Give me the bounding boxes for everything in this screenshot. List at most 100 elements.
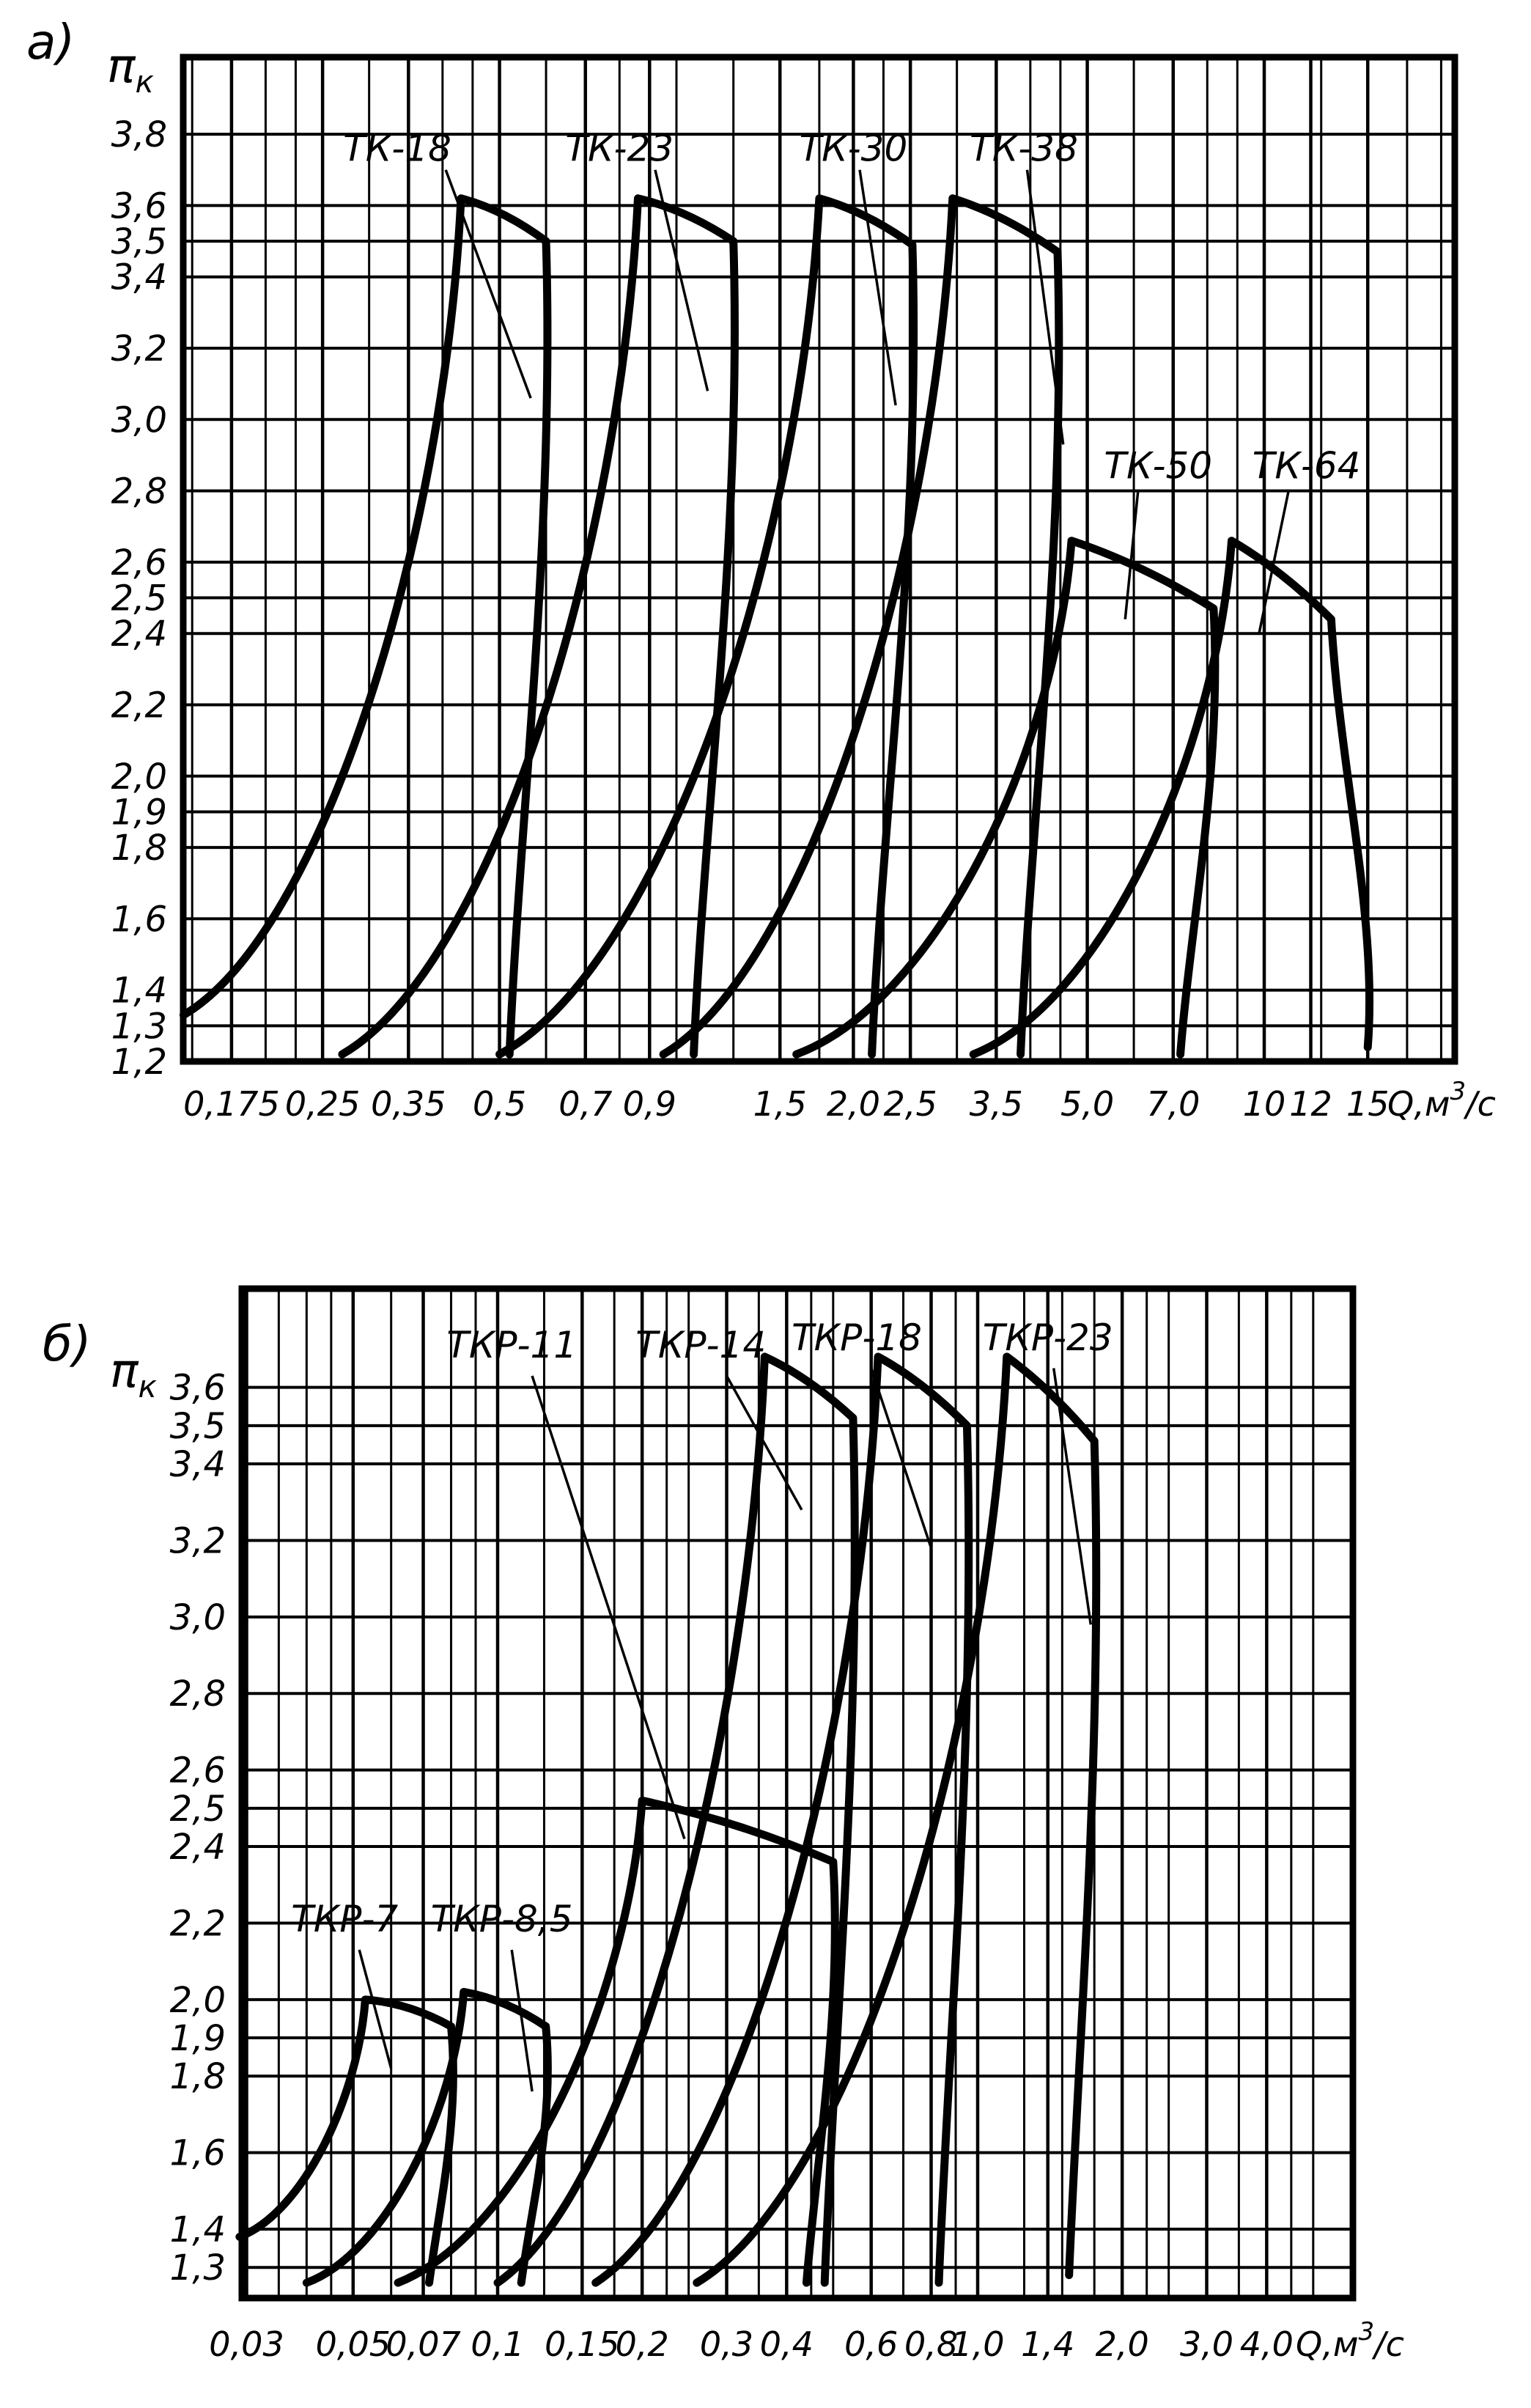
zone-label-ТК-18: ТК-18 <box>343 128 451 170</box>
plot-border <box>238 1285 1357 2302</box>
x-tick-label: 7,0 <box>1146 1084 1200 1124</box>
x-axis-unit-label: Q,м3/с <box>1387 1077 1496 1124</box>
y-tick-label: 2,2 <box>111 685 167 726</box>
leader-ТК-50 <box>1124 490 1140 619</box>
y-tick-label: 3,8 <box>111 114 167 155</box>
plot-border <box>180 54 1458 1065</box>
y-tick-label: 2,5 <box>111 578 167 619</box>
zone-ТКР-8,5 <box>302 1987 552 2287</box>
zone-label-ТК-38: ТК-38 <box>970 128 1078 170</box>
y-tick-label: 2,0 <box>111 756 167 798</box>
chart-panel-2: 0,03 0,050,07 0,1 0,150,2 0,3 0,4 0,6 0,81,0 1,4… <box>43 1285 1404 2364</box>
x-tick-label: 0,05 <box>316 2324 391 2364</box>
x-tick-label: 0,7 <box>558 1084 612 1124</box>
y-axis-symbol: πк <box>110 1344 158 1404</box>
y-tick-label: 2,5 <box>170 1789 226 1830</box>
x-tick-label: 12 <box>1289 1084 1332 1124</box>
zone-ТКР-7 <box>235 1995 457 2287</box>
x-tick-label: 0,175 <box>183 1084 280 1124</box>
y-tick-label: 2,4 <box>111 614 167 655</box>
x-tick-label: 0,1 <box>471 2324 524 2364</box>
y-tick-label: 2,8 <box>170 1674 226 1715</box>
panel-label: а) <box>26 14 75 70</box>
y-tick-label: 1,8 <box>170 2056 226 2097</box>
x-tick-label: 0,15 <box>545 2324 619 2364</box>
zone-ТК-18 <box>179 194 552 1058</box>
x-tick-label: 0,4 <box>760 2324 814 2364</box>
y-tick-label: 1,3 <box>170 2247 226 2289</box>
x-tick-label: 2,0 <box>1096 2324 1149 2364</box>
y-tick-label: 2,2 <box>170 1903 226 1944</box>
x-tick-label: 0,35 <box>371 1084 446 1124</box>
zone-label-ТКР-11: ТКР-11 <box>446 1324 577 1366</box>
y-tick-label: 1,6 <box>170 2133 226 2174</box>
x-tick-label: 0,03 <box>209 2324 284 2364</box>
leader-ТКР-14 <box>725 1375 803 1511</box>
y-tick-label: 3,2 <box>111 328 167 369</box>
y-tick-label: 3,6 <box>111 185 167 227</box>
y-tick-label: 3,0 <box>111 400 167 441</box>
x-tick-label: 0,5 <box>473 1084 526 1124</box>
y-tick-label: 2,0 <box>170 1980 226 2021</box>
zone-ТК-64 <box>969 537 1374 1058</box>
x-tick-label: 0,25 <box>285 1084 360 1124</box>
leader-ТК-18 <box>444 169 532 399</box>
zone-ТКР-18 <box>591 1352 973 2287</box>
x-axis-unit-label: Q,м3/с <box>1296 2317 1404 2364</box>
leader-ТК-38 <box>1025 169 1065 445</box>
x-tick-label: 0,07 <box>385 2324 460 2364</box>
leader-ТКР-18 <box>870 1367 933 1549</box>
x-tick-label: 3,5 <box>970 1084 1023 1124</box>
y-tick-label: 2,6 <box>111 542 167 583</box>
y-tick-label: 3,6 <box>170 1368 226 1409</box>
panel-label: б) <box>43 1316 91 1372</box>
x-tick-label: 0,2 <box>616 2324 669 2364</box>
y-tick-label: 3,5 <box>170 1406 226 1447</box>
leader-ТКР-8,5 <box>510 1949 534 2092</box>
y-tick-label: 1,4 <box>170 2209 226 2250</box>
x-tick-label: 3,0 <box>1180 2324 1233 2364</box>
zone-label-ТК-23: ТК-23 <box>565 128 674 170</box>
leader-ТК-23 <box>654 169 709 391</box>
y-tick-label: 3,4 <box>111 257 167 298</box>
x-tick-label: 5,0 <box>1060 1084 1114 1124</box>
y-tick-label: 3,0 <box>170 1597 226 1638</box>
x-tick-label: 1,4 <box>1021 2324 1074 2364</box>
chart-panel-1: 0,175 0,25 0,35 0,5 0,7 0,9 1,5 2,0 2,5 3,5 5,0 7,0… <box>26 14 1496 1124</box>
zone-label-ТКР-14: ТКР-14 <box>635 1324 766 1366</box>
zone-label-ТК-50: ТК-50 <box>1104 445 1212 487</box>
y-tick-label: 2,6 <box>170 1750 226 1792</box>
leader-ТКР-11 <box>531 1375 686 1840</box>
zone-ТКР-14 <box>493 1352 859 2287</box>
zone-label-ТК-30: ТК-30 <box>800 128 908 170</box>
x-tick-label: 0,3 <box>700 2324 753 2364</box>
zone-ТКР-23 <box>693 1352 1101 2287</box>
zone-ТК-50 <box>792 537 1220 1058</box>
y-tick-label: 1,2 <box>111 1042 167 1083</box>
x-tick-label: 0,9 <box>623 1084 676 1124</box>
zone-label-ТКР-8,5: ТКР-8,5 <box>431 1898 573 1940</box>
y-tick-label: 3,2 <box>170 1520 226 1561</box>
x-tick-label: 15 <box>1346 1084 1390 1124</box>
zone-label-ТКР-23: ТКР-23 <box>983 1317 1113 1359</box>
zone-label-ТК-64: ТК-64 <box>1253 445 1361 487</box>
y-tick-label: 1,3 <box>111 1006 167 1047</box>
x-tick-label: 1,0 <box>951 2324 1004 2364</box>
zone-ТКР-11 <box>394 1796 839 2287</box>
x-tick-label: 0,8 <box>904 2324 958 2364</box>
y-tick-label: 1,6 <box>111 899 167 940</box>
y-tick-label: 3,5 <box>111 221 167 262</box>
zone-ТК-30 <box>495 194 918 1058</box>
zone-label-ТКР-18: ТКР-18 <box>792 1317 922 1359</box>
zone-ТК-38 <box>659 194 1063 1058</box>
x-tick-label: 10 <box>1243 1084 1286 1124</box>
y-tick-label: 1,9 <box>111 792 167 833</box>
x-tick-label: 2,0 <box>827 1084 880 1124</box>
x-tick-label: 0,6 <box>844 2324 898 2364</box>
x-tick-label: 4,0 <box>1240 2324 1294 2364</box>
y-tick-label: 2,4 <box>170 1827 226 1868</box>
y-tick-label: 1,9 <box>170 2018 226 2059</box>
leader-ТК-64 <box>1258 490 1290 634</box>
